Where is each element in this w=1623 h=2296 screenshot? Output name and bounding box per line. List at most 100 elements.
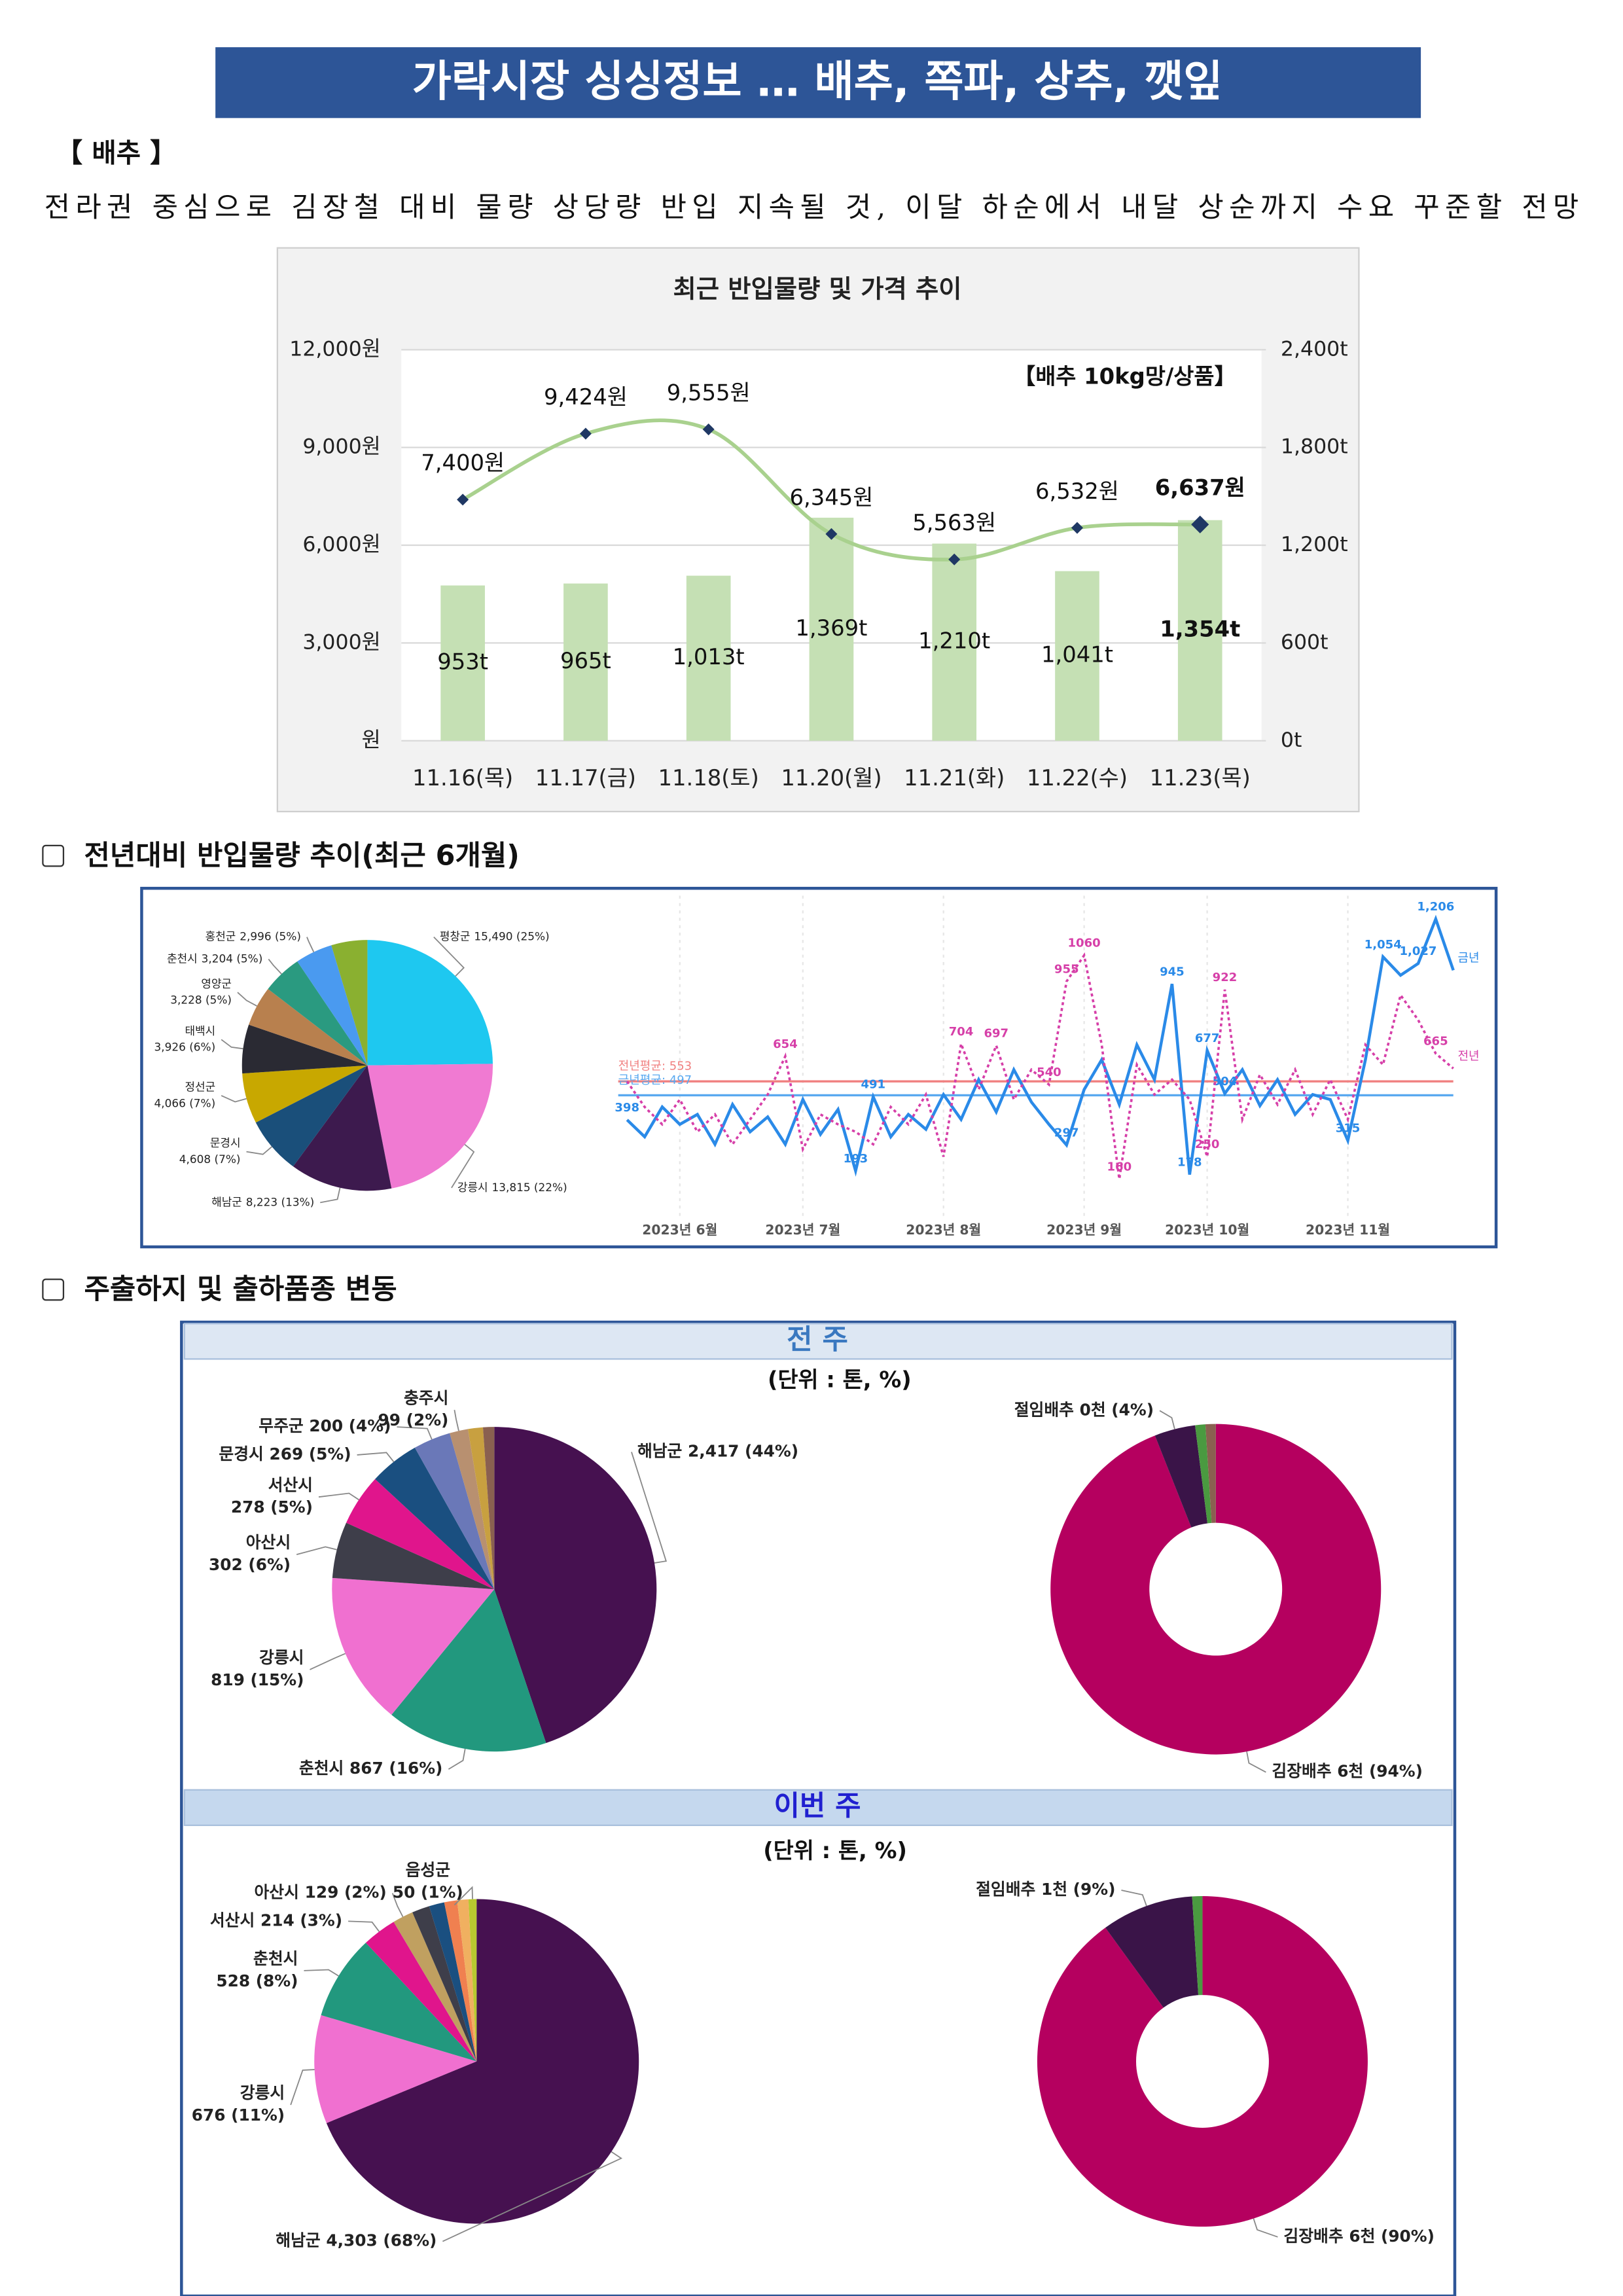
slice-label-name: 춘천시 xyxy=(253,1949,298,1968)
donut-slice xyxy=(1050,1424,1382,1755)
y-tick-label: 3,000원 xyxy=(302,630,380,654)
slice-label-name: 해남군 xyxy=(211,1195,242,1208)
pie-slice xyxy=(414,1433,495,1590)
slice-label-value: 3,926 (6%) xyxy=(154,1041,215,1054)
leader-line xyxy=(310,1653,346,1670)
leader-line xyxy=(454,1886,473,1906)
panel-subtitle: (단위 : 톤, %) xyxy=(768,1367,912,1393)
slice-label-name: 서산시 xyxy=(268,1475,313,1494)
slice-label-name: 춘천시 xyxy=(299,1759,344,1778)
leader-line xyxy=(631,1452,667,1564)
point-label: 491 xyxy=(861,1078,885,1092)
pie-slice xyxy=(391,1589,546,1752)
slice-label: 절임배추 1천 (9%) xyxy=(976,1880,1115,1899)
leader-line xyxy=(391,1893,404,1918)
pie-slice xyxy=(494,1427,657,1744)
point-label: 315 xyxy=(1336,1122,1361,1136)
price-label: 7,400원 xyxy=(421,450,505,476)
slice-label-name: 김장배추 xyxy=(1272,1762,1331,1781)
pie-slice xyxy=(457,1899,477,2062)
pie-slice xyxy=(450,1429,495,1590)
leader-line xyxy=(221,1039,243,1050)
slice-label-name: 절임배추 xyxy=(976,1880,1035,1899)
leader-line xyxy=(348,1920,380,1932)
donut-slice xyxy=(1154,1425,1208,1528)
y-tick-label: 12,000원 xyxy=(289,337,380,361)
series-name: 금년 xyxy=(1457,951,1479,965)
leader-line xyxy=(237,992,258,1007)
y-tick-label: 6,000원 xyxy=(302,533,380,556)
point-label: 297 xyxy=(1054,1126,1079,1139)
slice-label-name: 강릉시 xyxy=(457,1181,488,1194)
pie-slice xyxy=(444,1900,477,2062)
slice-label-name: 절임배추 xyxy=(1014,1400,1074,1419)
slice-label-value: 867 (16%) xyxy=(349,1759,442,1778)
checkbox xyxy=(42,1278,65,1301)
leader-line xyxy=(296,1546,337,1555)
slice-label-name: 음성군 xyxy=(406,1861,450,1880)
slice-label-name: 강릉시 xyxy=(240,2083,285,2102)
slice-label-value: 200 (4%) xyxy=(309,1416,391,1435)
slice-label-value: 3,204 (5%) xyxy=(202,952,263,965)
price-label: 6,637원 xyxy=(1155,475,1245,501)
point-label: 945 xyxy=(1160,965,1185,978)
x-tick-label: 11.17(금) xyxy=(535,765,636,791)
y2-tick-label: 2,400t xyxy=(1281,337,1348,361)
slice-label-value: 302 (6%) xyxy=(209,1555,291,1574)
slice-label-name: 해남군 xyxy=(637,1441,682,1460)
point-label: 540 xyxy=(1037,1066,1061,1079)
bar-label: 1,041t xyxy=(1041,642,1113,668)
pie-slice xyxy=(467,1427,495,1590)
price-marker xyxy=(1191,515,1209,533)
reference-label: 전년평균: 553 xyxy=(618,1060,692,1073)
slice-label-name: 문경시 xyxy=(219,1444,263,1463)
slice-label-name: 태백시 xyxy=(185,1024,216,1037)
y-tick-label: 원 xyxy=(362,728,381,752)
x-tick-label: 2023년 7월 xyxy=(765,1222,840,1238)
leader-line xyxy=(433,936,465,977)
point-label: 1,206 xyxy=(1417,900,1454,914)
point-label: 178 xyxy=(1177,1156,1202,1170)
slice-label: 해남군 8,223 (13%) xyxy=(211,1195,314,1208)
slice-label: 무주군 200 (4%) xyxy=(259,1416,391,1435)
slice-label-value: 4,608 (7%) xyxy=(179,1153,241,1166)
pie-slice xyxy=(326,1899,639,2224)
slice-label-value: 528 (8%) xyxy=(216,1971,298,1990)
point-label: 398 xyxy=(615,1101,639,1115)
x-tick-label: 11.16(목) xyxy=(412,765,513,791)
slice-label-value: 0천 (4%) xyxy=(1080,1400,1154,1419)
bar xyxy=(440,585,485,741)
slice-label-value: 214 (3%) xyxy=(260,1910,342,1929)
leader-line xyxy=(1159,1410,1175,1429)
leader-line xyxy=(357,1452,395,1463)
leader-line xyxy=(318,1492,359,1501)
price-label: 5,563원 xyxy=(912,510,996,535)
series-name: 전년 xyxy=(1457,1049,1479,1063)
pie-slice xyxy=(241,1024,368,1074)
reference-label: 금년평균: 497 xyxy=(618,1073,692,1087)
pie-slice xyxy=(367,940,493,1066)
slice-label-value: 3,228 (5%) xyxy=(170,994,232,1007)
slice-label-value: 819 (15%) xyxy=(211,1670,304,1689)
donut-slice xyxy=(1037,1896,1368,2227)
slice-label-name: 아산시 xyxy=(246,1533,291,1552)
bar xyxy=(1055,571,1099,741)
title-bar xyxy=(215,47,1421,118)
point-label: 654 xyxy=(773,1037,798,1051)
checkbox xyxy=(42,844,65,867)
slice-label-value: 129 (2%) xyxy=(305,1883,387,1902)
pie-slice xyxy=(293,1065,392,1191)
pie-slice xyxy=(332,1522,495,1590)
y2-tick-label: 1,800t xyxy=(1281,435,1348,459)
x-tick-label: 11.22(수) xyxy=(1027,765,1128,791)
x-tick-label: 2023년 9월 xyxy=(1046,1222,1122,1238)
pie-slice xyxy=(268,961,368,1066)
point-label: 922 xyxy=(1213,971,1238,984)
slice-label-value: 6천 (90%) xyxy=(1349,2227,1435,2246)
point-label: 955 xyxy=(1054,962,1079,976)
bar xyxy=(1177,520,1222,741)
slice-label: 강릉시 13,815 (22%) xyxy=(457,1181,567,1194)
slice-label-name: 충주시 xyxy=(404,1388,448,1407)
pie-slice xyxy=(412,1906,477,2062)
